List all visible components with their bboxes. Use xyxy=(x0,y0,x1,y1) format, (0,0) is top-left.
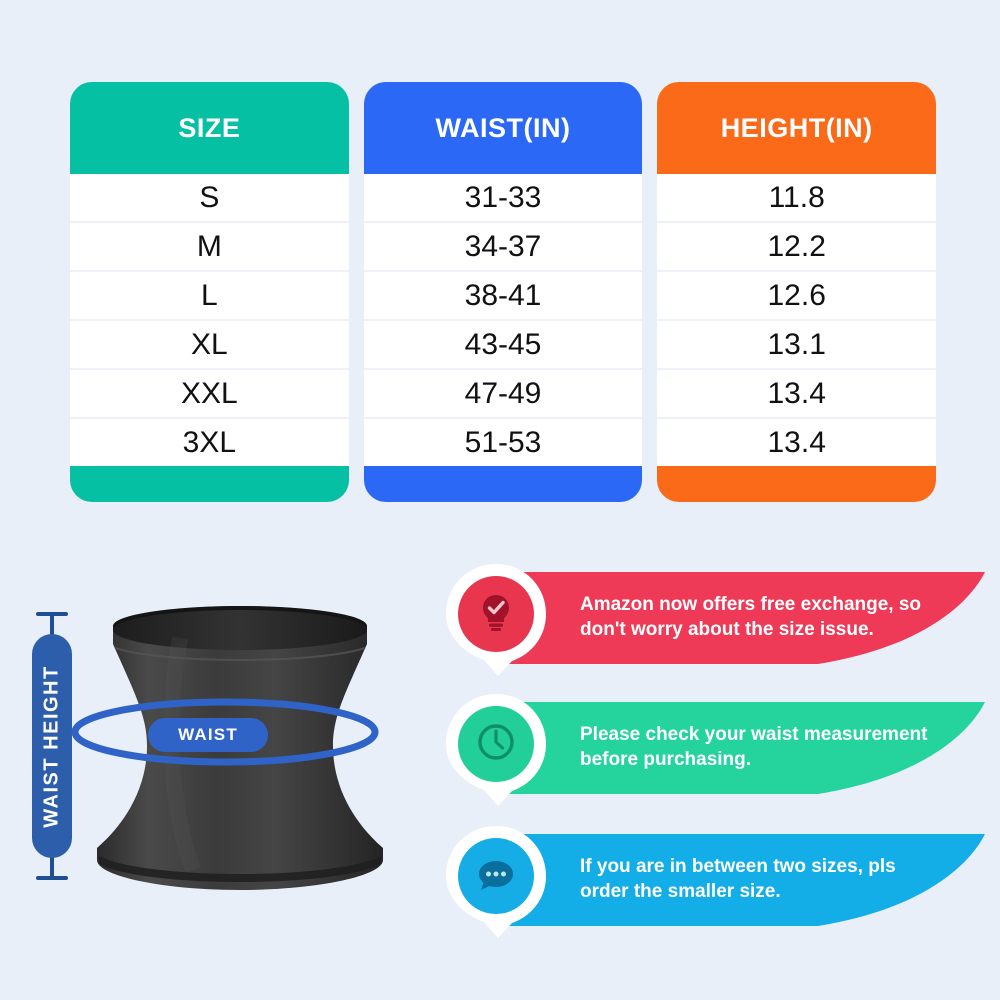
banner-fill xyxy=(488,702,985,794)
waist-height-measurement-gauge: WAIST HEIGHT xyxy=(28,612,76,880)
column-cells-size: S M L XL XXL 3XL xyxy=(70,174,349,466)
belt-top-rim xyxy=(113,610,367,650)
column-cells-height: 11.8 12.2 12.6 13.1 13.4 13.4 xyxy=(657,174,937,466)
callout-item: If you are in between two sizes, pls ord… xyxy=(440,820,985,942)
table-cell-size: XXL xyxy=(70,370,349,419)
table-cell-size: XL xyxy=(70,321,349,370)
table-cell-size: 3XL xyxy=(70,419,349,466)
callout-badge xyxy=(440,558,552,680)
gauge-cap-top xyxy=(36,612,68,616)
size-chart-column-waist: WAIST(IN) 31-33 34-37 38-41 43-45 47-49 … xyxy=(363,82,643,502)
size-chart-table: SIZE S M L XL XXL 3XL WAIST(IN) 31-33 34… xyxy=(70,82,937,502)
bubble-dot-2 xyxy=(493,871,499,877)
callout-banner-shape xyxy=(488,702,985,794)
lightbulb-check-icon xyxy=(464,580,528,644)
bulb-base-1 xyxy=(489,623,503,627)
table-cell-size: M xyxy=(70,223,349,272)
callout-badge xyxy=(440,820,552,942)
callout-text: If you are in between two sizes, pls ord… xyxy=(580,856,896,902)
table-cell-waist: 47-49 xyxy=(363,370,643,419)
waist-height-label-pill: WAIST HEIGHT xyxy=(32,634,72,858)
table-cell-height: 13.4 xyxy=(657,419,937,466)
table-cell-height: 13.4 xyxy=(657,370,937,419)
waist-label-pill: WAIST xyxy=(148,718,268,752)
size-chart-column-size: SIZE S M L XL XXL 3XL xyxy=(70,82,349,502)
callout-banner-shape xyxy=(488,834,985,926)
table-cell-height: 13.1 xyxy=(657,321,937,370)
chat-bubble-icon xyxy=(464,842,528,906)
callout-text: Amazon now offers free exchange, so don'… xyxy=(580,594,922,640)
callout-banner-shape xyxy=(488,572,985,664)
clock-hands xyxy=(494,729,505,750)
check-mark xyxy=(487,600,505,615)
table-cell-size: S xyxy=(70,174,349,223)
clock-face xyxy=(478,724,514,760)
banner-fill xyxy=(488,572,985,664)
callout-text: Please check your waist measurement befo… xyxy=(580,724,928,770)
chat-bubble-glyph xyxy=(479,861,513,890)
column-header-height: HEIGHT(IN) xyxy=(657,82,937,174)
size-chart-column-height: HEIGHT(IN) 11.8 12.2 12.6 13.1 13.4 13.4 xyxy=(657,82,937,502)
column-footer-height xyxy=(657,466,937,502)
bubble-dot-3 xyxy=(501,871,506,877)
callout-list: Amazon now offers free exchange, so don'… xyxy=(440,558,985,973)
table-cell-height: 12.6 xyxy=(657,272,937,321)
column-footer-size xyxy=(70,466,349,502)
belt-top-seam xyxy=(114,647,366,661)
table-cell-waist: 31-33 xyxy=(363,174,643,223)
table-cell-waist: 43-45 xyxy=(363,321,643,370)
column-header-waist: WAIST(IN) xyxy=(363,82,643,174)
callout-badge xyxy=(440,688,552,810)
table-cell-waist: 34-37 xyxy=(363,223,643,272)
table-cell-size: L xyxy=(70,272,349,321)
column-footer-waist xyxy=(363,466,643,502)
belt-bottom-hem xyxy=(99,856,381,882)
table-cell-height: 12.2 xyxy=(657,223,937,272)
banner-fill xyxy=(488,834,985,926)
lightbulb-check-glyph xyxy=(483,595,509,631)
product-image-area xyxy=(20,560,430,980)
bubble-dot-1 xyxy=(486,871,491,877)
table-cell-height: 11.8 xyxy=(657,174,937,223)
clock-icon xyxy=(464,710,528,774)
clock-glyph xyxy=(478,724,514,760)
table-cell-waist: 38-41 xyxy=(363,272,643,321)
column-cells-waist: 31-33 34-37 38-41 43-45 47-49 51-53 xyxy=(363,174,643,466)
gauge-cap-bottom xyxy=(36,876,68,880)
callout-item: Amazon now offers free exchange, so don'… xyxy=(440,558,985,680)
waist-label: WAIST xyxy=(178,725,238,744)
bulb-base-2 xyxy=(491,628,501,631)
column-header-size: SIZE xyxy=(70,82,349,174)
callout-item: Please check your waist measurement befo… xyxy=(440,688,985,810)
table-cell-waist: 51-53 xyxy=(363,419,643,466)
